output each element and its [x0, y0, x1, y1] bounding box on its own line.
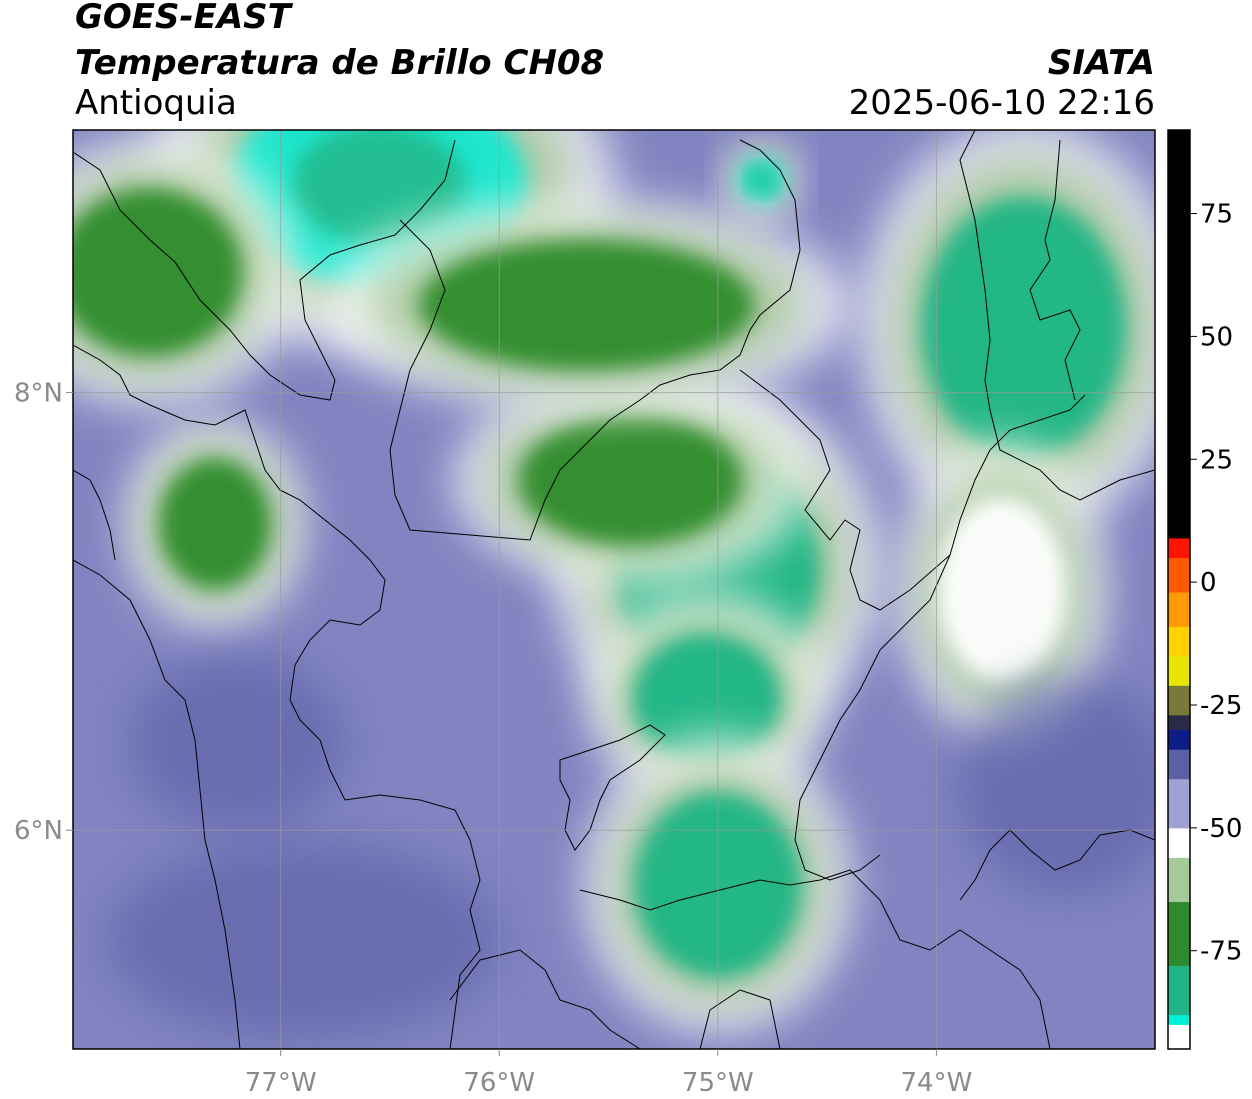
- pacific-coast-path: [73, 559, 241, 1049]
- colorbar-tick-label: -50: [1200, 814, 1242, 844]
- colorbar-segment-6: [1168, 778, 1190, 829]
- satellite-title: GOES-EAST: [75, 0, 291, 37]
- longitude-ticks: 77°W 76°W 75°W 74°W: [245, 1049, 973, 1098]
- lat-tick-label: 6°N: [14, 816, 63, 846]
- southern-border-path: [579, 869, 1051, 1049]
- colorbar-tick-label: 25: [1200, 445, 1233, 475]
- cloud-core: [73, 188, 243, 356]
- colorbar-segment-1: [1168, 1014, 1190, 1025]
- colorbar-segment-12: [1168, 626, 1190, 657]
- cloud-core: [936, 496, 1068, 683]
- valle-aburra-path: [559, 724, 666, 851]
- colorbar-tick-label: 50: [1200, 322, 1233, 352]
- region-label: Antioquia: [75, 83, 237, 123]
- coastline-west-path: [73, 344, 481, 1049]
- lat-tick-label: 8°N: [14, 379, 63, 409]
- colorbar-segment-11: [1168, 655, 1190, 686]
- cloud-core: [921, 196, 1127, 458]
- colorbar-segment-7: [1168, 749, 1190, 780]
- colorbar: [1168, 130, 1190, 1050]
- colorbar-tick-label: -75: [1200, 937, 1242, 967]
- cloud-top: [748, 167, 775, 194]
- gridlines: [73, 130, 1155, 1049]
- colorbar-segment-16: [1168, 130, 1190, 539]
- political-boundaries: [73, 130, 1155, 1049]
- cloud-feature-central-cloud-lobe: [453, 376, 808, 584]
- northeast-border-path: [1029, 139, 1081, 401]
- latitude-ticks: 8°N 6°N: [14, 379, 73, 846]
- map-area: [73, 130, 1155, 1049]
- south-extra2-path: [699, 989, 781, 1049]
- brightness-temperature-field: [73, 130, 1155, 1039]
- clear-sky-patch-2: [127, 655, 347, 831]
- cloud-top: [663, 660, 751, 738]
- colorbar-ticks: 75 50 25 0 -25 -50 -75: [1190, 200, 1242, 967]
- lon-tick-label: 74°W: [901, 1068, 973, 1098]
- colorbar-tick-label: 0: [1200, 568, 1217, 598]
- datetime-label: 2025-06-10 22:16: [848, 83, 1155, 123]
- south-extra-path: [449, 949, 641, 1049]
- cloud-feature-west-cloud: [126, 420, 304, 628]
- colorbar-segment-15: [1168, 537, 1190, 559]
- colorbar-segment-5: [1168, 827, 1190, 858]
- cloud-feature-nw-cloud: [73, 139, 298, 406]
- lon-tick-label: 75°W: [682, 1068, 754, 1098]
- east-border-path: [959, 130, 1155, 501]
- cloud-feature-ne-cloud: [861, 130, 1155, 534]
- panama-border-path: [73, 469, 116, 561]
- colorbar-segment-3: [1168, 901, 1190, 966]
- organization-label: SIATA: [1047, 43, 1155, 83]
- colorbar-frame: [1167, 129, 1191, 1050]
- colorbar-tick-label: -25: [1200, 691, 1242, 721]
- cloud-core: [419, 239, 754, 371]
- colorbar-segment-13: [1168, 591, 1190, 627]
- lon-tick-label: 76°W: [463, 1068, 535, 1098]
- cloud-core: [518, 414, 742, 546]
- cloud-feature-east-band: [898, 441, 1106, 738]
- colorbar-segment-10: [1168, 685, 1190, 716]
- clear-sky-patch-0: [105, 841, 500, 1039]
- magdalena-border-path: [794, 554, 951, 881]
- cloud-top: [291, 130, 467, 245]
- cloud-feature-small-cell-north: [726, 144, 797, 216]
- antioquia-border-path: [389, 139, 801, 541]
- colorbar-tick-label: 75: [1200, 200, 1233, 230]
- southeast-border-path: [959, 829, 1155, 901]
- colorbar-segment-2: [1168, 965, 1190, 1016]
- colorbar-segment-8: [1168, 729, 1190, 750]
- lon-tick-label: 77°W: [245, 1068, 317, 1098]
- clear-sky-patch-1: [958, 677, 1155, 896]
- colorbar-segment-0: [1168, 1024, 1190, 1050]
- coastline-path: [73, 139, 456, 401]
- cloud-core: [159, 458, 271, 589]
- colorbar-segment-14: [1168, 557, 1190, 593]
- antioquia-east-border-path: [739, 369, 1086, 611]
- product-title: Temperatura de Brillo CH08: [75, 43, 605, 83]
- colorbar-segment-4: [1168, 857, 1190, 903]
- map-frame: [72, 129, 1156, 1050]
- colorbar-segment-9: [1168, 714, 1190, 731]
- cloud-feature-north-belt: [321, 201, 853, 409]
